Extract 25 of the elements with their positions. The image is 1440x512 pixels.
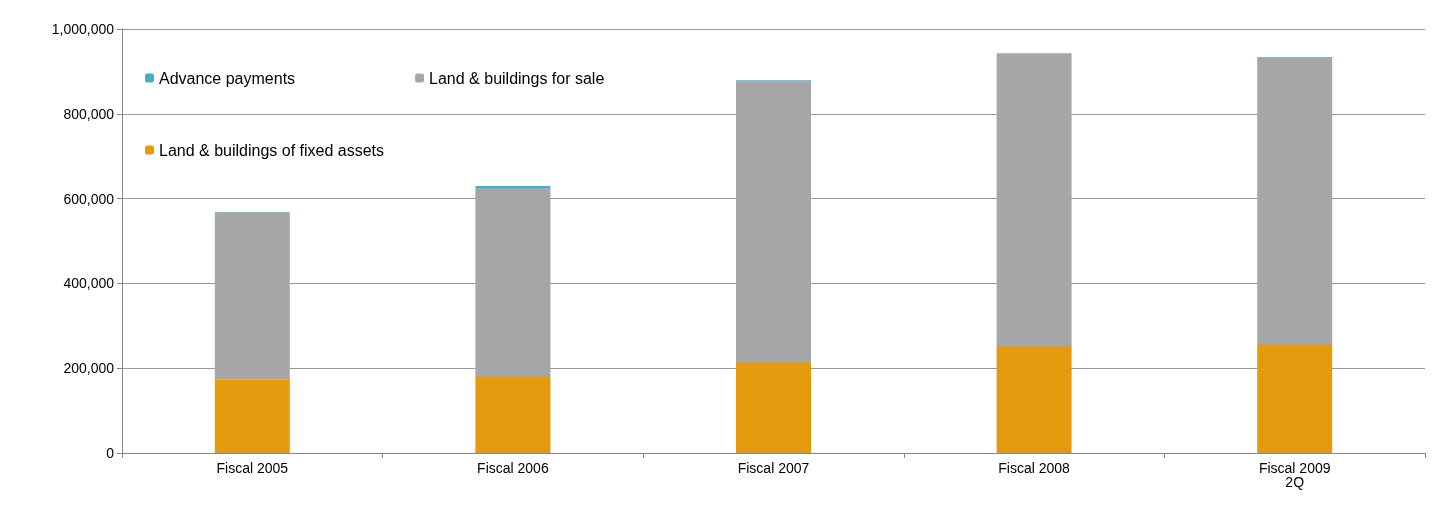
bar: [475, 185, 551, 189]
y-tick-label: 400,000: [63, 275, 115, 292]
legend-label: Advance payments: [159, 69, 296, 87]
x-tick-label: Fiscal 2009 2Q: [1258, 460, 1331, 490]
x-tick-label: Fiscal 2008: [998, 460, 1071, 476]
x-tick-label: Fiscal 2007: [737, 460, 810, 476]
y-tick-label: 600,000: [63, 190, 115, 207]
y-tick-label: 0: [106, 445, 115, 461]
x-tick-label: Fiscal 2006: [477, 460, 549, 476]
x-tick-label: Fiscal 2005: [216, 460, 289, 476]
bar: [736, 363, 811, 453]
y-tick-label: 800,000: [63, 105, 115, 122]
bar: [1257, 57, 1333, 345]
bar: [736, 81, 811, 364]
bar: [475, 188, 551, 378]
bar: [475, 377, 551, 453]
bar: [214, 213, 290, 380]
y-tick-label: 1,000,000: [51, 21, 115, 37]
bar: [996, 53, 1072, 347]
bar: [1257, 344, 1333, 453]
bar: [214, 379, 290, 453]
legend-label: Land & buildings of fixed assets: [159, 141, 385, 159]
bar: [996, 347, 1072, 453]
legend-label: Land & buildings for sale: [429, 69, 605, 87]
y-tick-label: 200,000: [63, 360, 115, 377]
